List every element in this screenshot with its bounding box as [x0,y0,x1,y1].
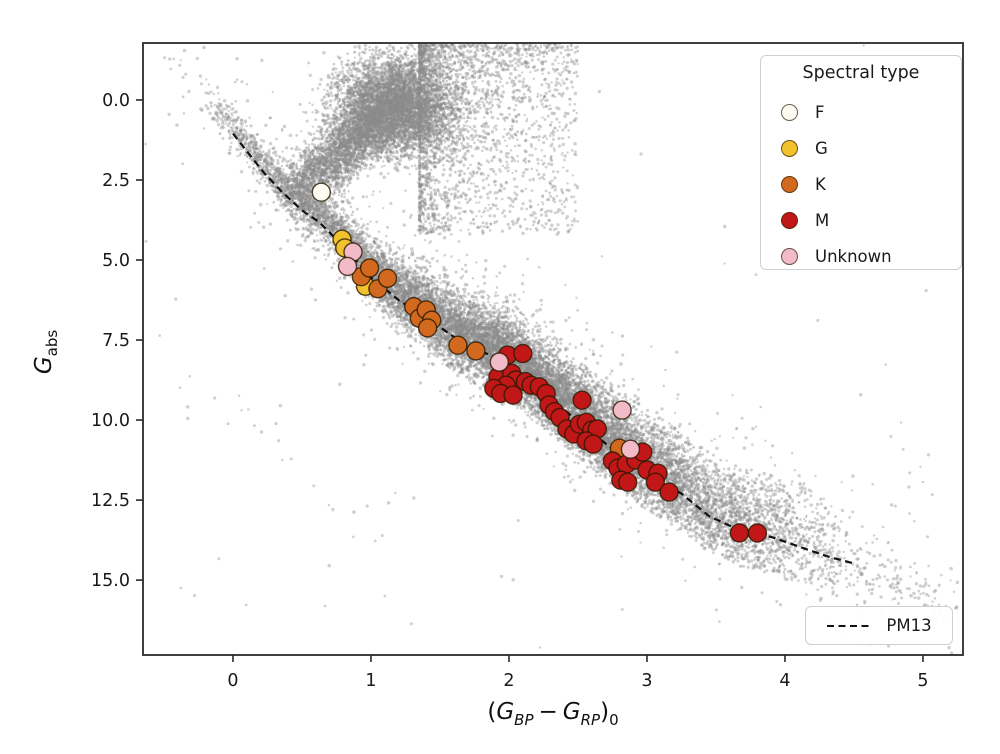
star-marker-unknown [337,256,358,277]
star-marker-f [311,182,331,202]
star-marker-unknown [489,352,509,372]
star-marker-m [618,472,638,492]
spectral-type-legend: Spectral type F G K M Unknown [760,55,962,270]
legend-label-unknown: Unknown [815,246,892,266]
star-marker-m [659,482,679,502]
y-label-g: G [31,356,58,375]
legend-swatch-m [781,211,798,229]
x-tick-label: 5 [917,671,928,691]
star-marker-m [503,385,523,405]
star-marker-m [572,390,592,410]
y-axis-ticks: 0.0 2.5 5.0 7.5 10.0 12.5 15.0 [91,91,143,591]
star-marker-k [417,318,438,338]
star-marker-unknown [612,400,632,420]
y-tick-label: 7.5 [102,331,130,351]
star-marker-m [645,472,665,492]
legend-label-f: F [815,102,825,122]
legend-swatch-f [781,103,798,121]
y-tick-label: 5.0 [102,251,130,271]
y-tick-label: 15.0 [91,571,130,591]
y-tick-label: 10.0 [91,411,130,431]
y-tick-label: 0.0 [102,91,130,111]
x-tick-label: 1 [365,671,376,691]
star-marker-k [359,258,380,278]
star-marker-k [448,335,468,355]
y-tick-label: 2.5 [102,171,130,191]
x-tick-label: 3 [641,671,652,691]
star-marker-k [377,268,398,288]
star-marker-m [729,523,750,543]
y-axis-label: Gabs [31,330,61,374]
x-label-sub-rp: RP [580,710,601,729]
x-label-g1: G [496,699,515,726]
star-markers [311,182,768,543]
star-marker-m [513,343,533,364]
legend-rows: F G K M Unknown [761,94,961,274]
x-label-sub-zero: 0 [609,710,619,729]
x-label-paren-close: ) [600,699,610,726]
star-marker-m [747,523,768,543]
legend-row-k: K [761,166,961,202]
x-label-g2: G [562,699,581,726]
star-marker-k [466,341,486,361]
legend-row-g: G [761,130,961,166]
legend-label-k: K [815,174,826,194]
x-tick-label: 0 [227,671,238,691]
x-axis-ticks: 0 1 2 3 4 5 [227,655,929,691]
legend-title: Spectral type [802,63,920,83]
x-label-paren-open: ( [487,699,497,726]
legend-row-unknown: Unknown [761,238,961,274]
pm13-legend-label: PM13 [886,616,932,635]
x-label-sub-bp: BP [514,710,534,729]
x-label-minus: − [538,699,558,726]
star-marker-m [583,434,603,454]
y-label-sub-abs: abs [42,329,61,357]
y-tick-label: 12.5 [91,491,130,511]
x-axis-label: (GBP − GRP)0 [487,699,618,729]
pm13-legend: PM13 [805,606,953,645]
star-marker-unknown [620,439,641,459]
legend-swatch-g [781,139,798,157]
x-tick-label: 2 [503,671,514,691]
legend-label-g: G [815,138,828,158]
x-tick-label: 4 [779,671,790,691]
legend-swatch-k [781,175,798,193]
legend-row-m: M [761,202,961,238]
legend-label-m: M [815,210,830,230]
legend-row-f: F [761,94,961,130]
pm13-dash-sample [827,624,874,627]
plot-border [142,42,964,656]
axes-frame [142,42,964,656]
legend-swatch-unknown [781,247,798,265]
